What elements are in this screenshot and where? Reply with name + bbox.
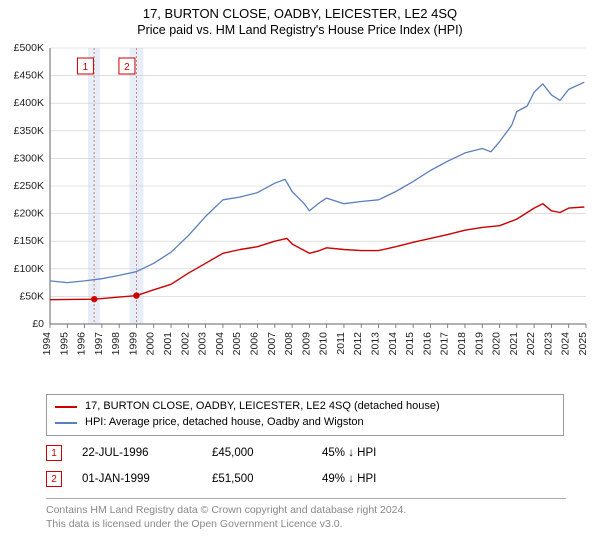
footer-line-2: This data is licensed under the Open Gov…: [46, 517, 566, 531]
svg-text:1995: 1995: [58, 332, 70, 356]
legend-label-2: HPI: Average price, detached house, Oadb…: [85, 415, 364, 431]
legend-row-series1: 17, BURTON CLOSE, OADBY, LEICESTER, LE2 …: [55, 399, 555, 415]
svg-text:1994: 1994: [41, 332, 53, 356]
sale-row: 1 22-JUL-1996 £45,000 45% ↓ HPI: [46, 440, 442, 466]
svg-text:2012: 2012: [352, 332, 364, 356]
svg-text:2025: 2025: [577, 332, 589, 356]
svg-text:2023: 2023: [542, 332, 554, 356]
svg-text:2021: 2021: [508, 332, 520, 356]
svg-text:2000: 2000: [145, 332, 157, 356]
sales-table: 1 22-JUL-1996 £45,000 45% ↓ HPI 2 01-JAN…: [46, 440, 442, 492]
sale-price: £45,000: [212, 447, 322, 459]
svg-text:2017: 2017: [439, 332, 451, 356]
footer-line-1: Contains HM Land Registry data © Crown c…: [46, 503, 566, 517]
svg-text:2005: 2005: [231, 332, 243, 356]
svg-text:2: 2: [124, 62, 130, 73]
sale-date: 01-JAN-1999: [82, 473, 212, 485]
sale-marker-1: 1: [46, 445, 62, 461]
svg-text:£50K: £50K: [19, 290, 44, 302]
svg-text:2002: 2002: [179, 332, 191, 356]
page: 17, BURTON CLOSE, OADBY, LEICESTER, LE2 …: [0, 0, 600, 560]
sale-row: 2 01-JAN-1999 £51,500 49% ↓ HPI: [46, 466, 442, 492]
sale-hpi: 45% ↓ HPI: [322, 447, 442, 459]
svg-text:£200K: £200K: [14, 208, 44, 220]
legend: 17, BURTON CLOSE, OADBY, LEICESTER, LE2 …: [46, 394, 564, 436]
svg-text:1: 1: [83, 62, 89, 73]
svg-text:1998: 1998: [110, 332, 122, 356]
svg-text:2010: 2010: [318, 332, 330, 356]
svg-text:2013: 2013: [370, 332, 382, 356]
svg-text:£500K: £500K: [14, 44, 44, 54]
svg-text:2018: 2018: [456, 332, 468, 356]
svg-text:£300K: £300K: [14, 152, 44, 164]
svg-text:2015: 2015: [404, 332, 416, 356]
svg-text:£0: £0: [32, 318, 44, 330]
legend-swatch-1: [55, 406, 77, 408]
sale-hpi: 49% ↓ HPI: [322, 473, 442, 485]
svg-text:2020: 2020: [491, 332, 503, 356]
svg-text:2004: 2004: [214, 332, 226, 356]
sale-marker-2: 2: [46, 471, 62, 487]
svg-text:2008: 2008: [283, 332, 295, 356]
legend-swatch-2: [55, 422, 77, 424]
svg-text:1996: 1996: [76, 332, 88, 356]
svg-text:£450K: £450K: [14, 70, 44, 82]
svg-text:2001: 2001: [162, 332, 174, 356]
svg-text:2019: 2019: [473, 332, 485, 356]
svg-text:£250K: £250K: [14, 180, 44, 192]
svg-text:1999: 1999: [127, 332, 139, 356]
sale-price: £51,500: [212, 473, 322, 485]
svg-text:2007: 2007: [266, 332, 278, 356]
svg-text:2011: 2011: [335, 332, 347, 355]
svg-text:2016: 2016: [421, 332, 433, 356]
svg-text:£350K: £350K: [14, 125, 44, 137]
legend-label-1: 17, BURTON CLOSE, OADBY, LEICESTER, LE2 …: [85, 399, 440, 415]
legend-row-series2: HPI: Average price, detached house, Oadb…: [55, 415, 555, 431]
svg-text:£150K: £150K: [14, 235, 44, 247]
svg-text:2014: 2014: [387, 332, 399, 356]
chart-title-sub: Price paid vs. HM Land Registry's House …: [0, 21, 600, 37]
svg-text:2003: 2003: [197, 332, 209, 356]
price-chart: £0 £50K £100K £150K £200K £250K £300K £350K £400…: [0, 44, 600, 384]
svg-text:2024: 2024: [560, 332, 572, 356]
svg-text:2022: 2022: [525, 332, 537, 356]
footer: Contains HM Land Registry data © Crown c…: [46, 498, 566, 531]
chart-title-address: 17, BURTON CLOSE, OADBY, LEICESTER, LE2 …: [0, 0, 600, 21]
svg-text:1997: 1997: [93, 332, 105, 356]
svg-text:2009: 2009: [300, 332, 312, 356]
svg-text:£400K: £400K: [14, 97, 44, 109]
sale-date: 22-JUL-1996: [82, 447, 212, 459]
svg-text:£100K: £100K: [14, 263, 44, 275]
svg-text:2006: 2006: [248, 332, 260, 356]
